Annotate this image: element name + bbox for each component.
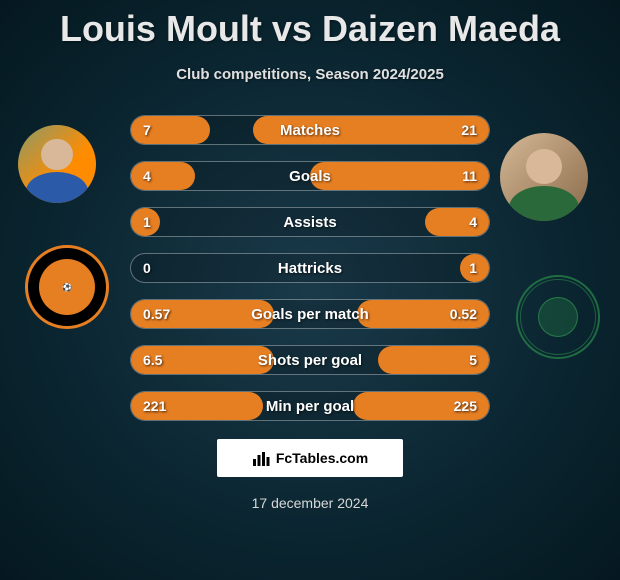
stat-value-right: 4 <box>469 214 477 230</box>
page-title: Louis Moult vs Daizen Maeda <box>0 0 620 50</box>
stat-value-right: 0.52 <box>450 306 477 322</box>
stat-value-left: 6.5 <box>143 352 162 368</box>
stat-row: 221 Min per goal 225 <box>130 391 490 421</box>
stat-label: Goals <box>289 168 331 185</box>
stat-row: 1 Assists 4 <box>130 207 490 237</box>
stat-value-right: 225 <box>454 398 477 414</box>
player2-avatar <box>500 133 588 221</box>
stat-value-right: 1 <box>469 260 477 276</box>
stat-value-right: 5 <box>469 352 477 368</box>
stat-value-left: 0.57 <box>143 306 170 322</box>
stat-bar-left <box>131 162 195 190</box>
stat-label: Hattricks <box>278 260 342 277</box>
stat-row: 0.57 Goals per match 0.52 <box>130 299 490 329</box>
stat-bar-right <box>425 208 489 236</box>
stat-row: 6.5 Shots per goal 5 <box>130 345 490 375</box>
brand-text: FcTables.com <box>276 450 368 466</box>
subtitle: Club competitions, Season 2024/2025 <box>0 66 620 83</box>
stat-label: Shots per goal <box>258 352 362 369</box>
stat-row: 0 Hattricks 1 <box>130 253 490 283</box>
stat-value-left: 221 <box>143 398 166 414</box>
stat-value-left: 4 <box>143 168 151 184</box>
stats-column: 7Matches214Goals111Assists40Hattricks10.… <box>130 115 490 421</box>
stat-value-left: 0 <box>143 260 151 276</box>
stat-row: 7 Matches 21 <box>130 115 490 145</box>
brand-badge: FcTables.com <box>217 439 403 477</box>
stat-label: Matches <box>280 122 340 139</box>
stat-value-left: 7 <box>143 122 151 138</box>
stat-value-left: 1 <box>143 214 151 230</box>
comparison-content: ⚽ 7Matches214Goals111Assists40Hattricks1… <box>0 115 620 511</box>
stat-label: Assists <box>283 214 336 231</box>
chart-icon <box>252 449 270 467</box>
stat-label: Goals per match <box>251 306 369 323</box>
player1-avatar <box>18 125 96 203</box>
date-text: 17 december 2024 <box>0 495 620 511</box>
player2-club-badge <box>516 275 600 359</box>
stat-label: Min per goal <box>266 398 354 415</box>
stat-value-right: 21 <box>461 122 477 138</box>
stat-row: 4 Goals 11 <box>130 161 490 191</box>
stat-value-right: 11 <box>462 168 477 184</box>
player1-club-badge: ⚽ <box>25 245 109 329</box>
